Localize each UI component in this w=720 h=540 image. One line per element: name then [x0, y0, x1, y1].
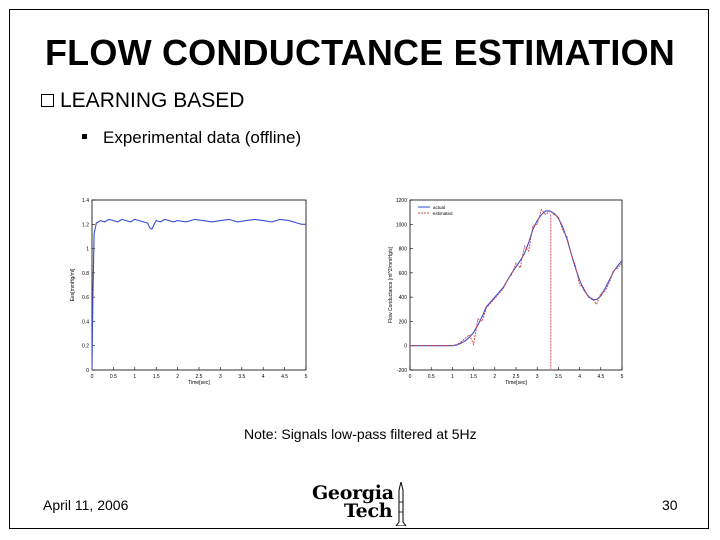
series-line-estimated [410, 208, 623, 347]
x-tick-label: 1 [451, 374, 454, 380]
page-number: 30 [662, 497, 678, 513]
logo-line2: Tech [344, 500, 393, 522]
x-tick-label: 0.5 [428, 374, 435, 380]
bullet-level1: LEARNING BASED [41, 89, 244, 113]
x-tick-label: 0 [91, 374, 94, 380]
georgia-tech-logo: Georgia Tech [312, 482, 408, 526]
y-tick-label: 0.2 [82, 344, 89, 350]
x-tick-label: 3.5 [238, 374, 245, 380]
x-tick-label: 5 [305, 374, 308, 380]
series-line-actual [410, 210, 623, 347]
series-line-series-0 [91, 218, 306, 371]
flow-conductance-chart: 0 0.5 1 1.5 2 2.5 3 3.5 4 4.5 5-200020040060080010… [388, 198, 624, 386]
y-tick-label: 1.4 [82, 198, 89, 204]
slide-title: FLOW CONDUCTANCE ESTIMATION [44, 32, 675, 73]
x-tick-label: 3 [219, 374, 222, 380]
y-axis-label: Ees[mmHg/ml] [70, 268, 76, 301]
y-tick-label: 0.4 [82, 319, 89, 325]
y-tick-label: 1 [86, 247, 89, 253]
filter-note: Note: Signals low-pass filtered at 5Hz [244, 426, 477, 442]
logo-line1: Georgia [312, 482, 394, 504]
y-tick-label: 400 [399, 295, 408, 301]
y-tick-label: 0.8 [82, 271, 89, 277]
square-bullet-icon [82, 134, 87, 139]
footer-date: April 11, 2006 [43, 497, 129, 513]
x-tick-label: 2.5 [196, 374, 203, 380]
y-tick-label: 0.6 [82, 295, 89, 301]
x-axis-label: Time[sec] [188, 380, 210, 386]
checkbox-bullet-icon [41, 94, 54, 107]
plot-area [91, 199, 307, 371]
legend-label: estimated [433, 211, 453, 216]
y-tick-label: 200 [399, 319, 408, 325]
slide-frame [9, 9, 709, 529]
x-tick-label: 0.5 [110, 374, 117, 380]
y-tick-label: -200 [397, 368, 407, 374]
tech-tower-icon [395, 482, 407, 526]
x-tick-label: 1.5 [153, 374, 160, 380]
x-tick-label: 3.5 [555, 374, 562, 380]
x-tick-label: 4 [262, 374, 265, 380]
y-axis-label: Flow Conductance [ml^2/mmHg/s] [388, 246, 394, 323]
x-tick-label: 0 [409, 374, 412, 380]
y-tick-label: 800 [399, 247, 408, 253]
x-axis-label: Time[sec] [505, 380, 527, 386]
plot-area [409, 199, 623, 371]
y-tick-label: 600 [399, 271, 408, 277]
x-tick-label: 3 [536, 374, 539, 380]
ees-chart: 0 0.5 1 1.5 2 2.5 3 3.5 4 4.5 5 0 0.2 0.4 0.6 0.8 1 1.2 1.… [70, 198, 308, 386]
y-tick-label: 0 [86, 368, 89, 374]
x-tick-label: 4 [578, 374, 581, 380]
y-tick-label: 0 [404, 344, 407, 350]
x-tick-label: 5 [621, 374, 624, 380]
bullet-level2: Experimental data (offline) [82, 128, 301, 148]
x-tick-label: 2 [493, 374, 496, 380]
bullet-level2-text: Experimental data (offline) [103, 128, 302, 147]
x-tick-label: 1 [133, 374, 136, 380]
y-tick-label: 1000 [396, 222, 407, 228]
y-tick-label: 1200 [396, 198, 407, 204]
y-tick-label: 1.2 [82, 222, 89, 228]
x-tick-label: 4.5 [281, 374, 288, 380]
x-tick-label: 4.5 [597, 374, 604, 380]
x-tick-label: 2 [176, 374, 179, 380]
x-tick-label: 1.5 [470, 374, 477, 380]
legend-label: actual [433, 205, 445, 210]
bullet-level1-text: LEARNING BASED [60, 89, 245, 112]
x-tick-label: 2.5 [513, 374, 520, 380]
